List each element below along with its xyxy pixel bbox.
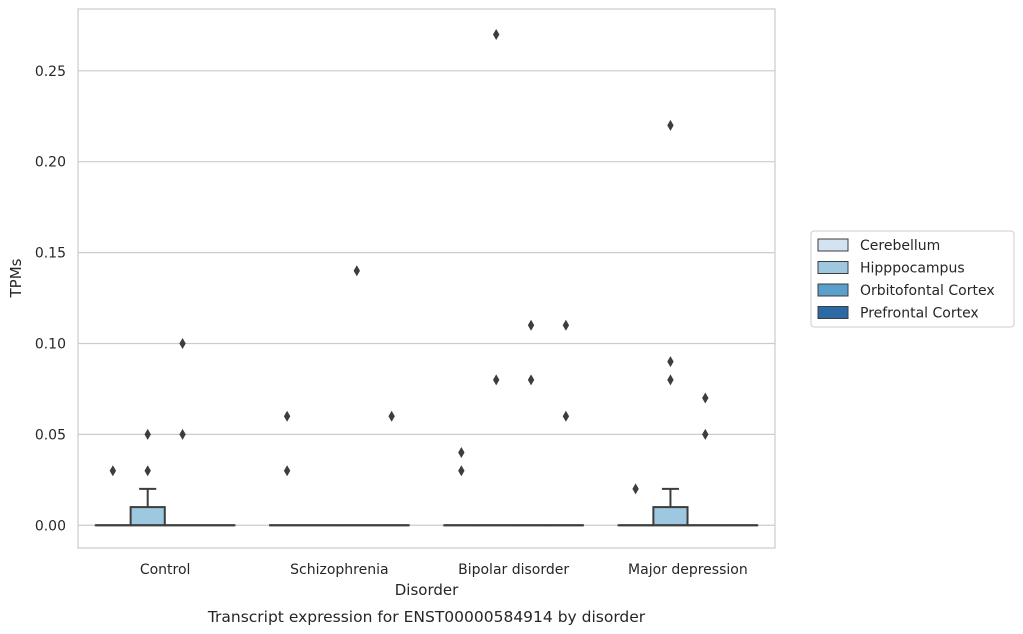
outlier-point — [458, 465, 465, 477]
box-group — [129, 428, 166, 527]
outlier-point — [562, 319, 570, 331]
marks-layer — [94, 28, 759, 527]
box-group — [94, 465, 131, 527]
legend: Cerebellum Hipppocampus Orbitofontal Corte… — [810, 230, 1015, 328]
outlier-point — [493, 28, 500, 40]
outlier-point — [632, 483, 639, 495]
box-group — [478, 28, 515, 527]
legend-label: Cerebellum — [860, 238, 940, 254]
y-tick-label: 0.15 — [35, 246, 66, 262]
box-group — [512, 319, 550, 527]
y-tick-label: 0.00 — [35, 518, 66, 534]
legend-label: Hipppocampus — [860, 261, 965, 277]
box-group — [443, 447, 480, 527]
legend-label: Orbitofontal Cortex — [860, 283, 995, 299]
x-axis-label: Disorder — [395, 581, 459, 599]
outlier-point — [527, 319, 535, 331]
legend-swatch — [817, 306, 849, 319]
outlier-point — [179, 428, 186, 440]
outlier-point — [458, 447, 465, 459]
box-group — [687, 392, 724, 527]
legend-swatch — [817, 283, 849, 297]
outlier-point — [702, 392, 709, 404]
legend-frame — [810, 230, 1015, 328]
outlier-point — [667, 356, 674, 368]
y-tick-label: 0.20 — [35, 155, 66, 171]
outlier-point — [562, 410, 570, 422]
y-tick-label: 0.10 — [35, 336, 66, 352]
outlier-point — [144, 465, 151, 477]
box — [129, 506, 166, 527]
box-group — [164, 337, 201, 527]
y-axis-label: TPMs — [7, 258, 25, 298]
box-group — [617, 483, 654, 527]
box-group — [547, 319, 584, 527]
outlier-point — [667, 374, 674, 386]
outlier-point — [702, 428, 709, 440]
outlier-point — [493, 374, 500, 386]
legend-swatch — [817, 261, 849, 274]
x-tick-label: Bipolar disorder — [458, 562, 569, 578]
box — [652, 506, 689, 527]
box-group — [652, 119, 689, 527]
outlier-point — [527, 374, 535, 386]
y-tick-labels: 0.00 0.05 0.10 0.15 0.20 0.25 — [35, 64, 66, 534]
outlier-point — [179, 337, 186, 349]
box-group — [338, 265, 375, 527]
box-group — [373, 410, 410, 527]
legend-items: Cerebellum Hipppocampus Orbitofontal Corte… — [817, 238, 995, 322]
x-tick-label: Major depression — [628, 562, 748, 578]
outlier-point — [109, 465, 117, 477]
outlier-point — [667, 119, 674, 131]
outlier-point — [283, 465, 291, 477]
chart-caption: Transcript expression for ENST0000058491… — [207, 608, 646, 626]
grid-layer — [78, 70, 775, 526]
x-tick-label: Schizophrenia — [290, 562, 388, 578]
x-tick-labels: Control Schizophrenia Bipolar disorder Majo… — [140, 562, 748, 578]
plot-frame — [77, 8, 776, 549]
y-tick-label: 0.25 — [35, 64, 66, 80]
outlier-point — [388, 410, 395, 422]
box-group — [269, 410, 306, 527]
legend-swatch — [817, 238, 849, 252]
outlier-point — [144, 428, 151, 440]
outlier-point — [353, 265, 360, 277]
y-tick-label: 0.05 — [35, 427, 66, 443]
x-tick-label: Control — [140, 562, 191, 578]
legend-label: Prefrontal Cortex — [860, 306, 979, 322]
outlier-point — [283, 410, 291, 422]
